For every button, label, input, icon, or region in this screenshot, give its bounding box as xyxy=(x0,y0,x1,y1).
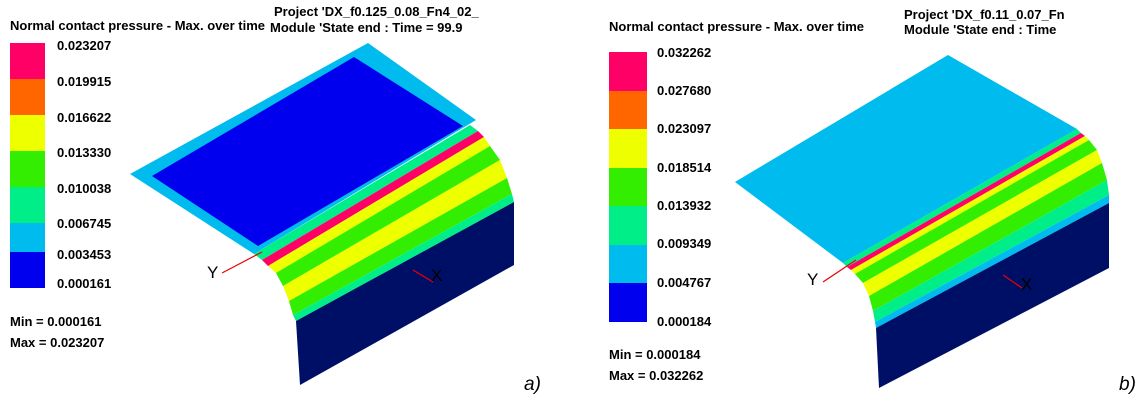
max-value: Max = 0.023207 xyxy=(10,335,105,350)
y-axis-label: Y xyxy=(807,270,819,289)
sheet-side xyxy=(876,203,1109,388)
legend-swatch xyxy=(609,91,647,129)
x-axis-line xyxy=(1002,274,1023,289)
y-axis-label: Y xyxy=(207,263,219,282)
edge-band xyxy=(268,137,490,273)
edge-band xyxy=(289,178,512,315)
legend-value: 0.018514 xyxy=(657,160,712,175)
legend-title: Normal contact pressure - Max. over time xyxy=(10,18,266,33)
figure-panel-a: Normal contact pressure - Max. over time… xyxy=(10,4,541,395)
contact-model-a xyxy=(130,43,514,385)
legend-value: 0.032262 xyxy=(657,45,712,60)
panel-caption: a) xyxy=(524,374,541,395)
edge-band xyxy=(851,136,1089,274)
legend-value: 0.023097 xyxy=(657,121,712,136)
contact-model-b xyxy=(735,55,1109,388)
legend-value: 0.013932 xyxy=(657,198,712,213)
edge-band xyxy=(869,163,1107,311)
legend-value: 0.009349 xyxy=(657,236,712,251)
sheet-top-inner xyxy=(152,57,463,246)
legend-value: 0.023207 xyxy=(57,38,112,53)
sheet-top xyxy=(735,55,1077,263)
legend-value: 0.006745 xyxy=(57,216,112,231)
project-name: Project 'DX_f0.11_0.07_Fn xyxy=(904,7,1065,22)
legend-swatch xyxy=(10,79,45,115)
x-axis-label: X xyxy=(1021,275,1033,294)
panel-caption: b) xyxy=(1119,374,1136,395)
legend-value: 0.013330 xyxy=(57,145,112,160)
module-state: Module 'State end : Time = 99.9 xyxy=(270,20,463,35)
edge-band xyxy=(875,195,1109,328)
edge-band xyxy=(847,133,1085,270)
legend-value: 0.003453 xyxy=(57,247,112,262)
module-state: Module 'State end : Time xyxy=(904,22,1057,37)
edge-band xyxy=(855,140,1097,283)
legend-swatch xyxy=(609,283,647,322)
min-value: Min = 0.000184 xyxy=(609,347,701,362)
x-axis-line xyxy=(412,269,434,283)
edge-band xyxy=(283,160,507,301)
min-value: Min = 0.000161 xyxy=(10,314,102,329)
legend-swatch xyxy=(609,206,647,245)
max-value: Max = 0.032262 xyxy=(609,368,704,383)
legend-value: 0.004767 xyxy=(657,275,712,290)
figure-panel-b: Normal contact pressure - Max. over time… xyxy=(573,0,1146,398)
legend-swatch xyxy=(10,43,45,79)
legend-value: 0.010038 xyxy=(57,181,112,196)
edge-band xyxy=(276,146,500,286)
edge-band xyxy=(262,131,484,266)
legend-title: Normal contact pressure - Max. over time xyxy=(609,19,865,34)
x-axis-label: X xyxy=(431,266,443,285)
legend-swatch xyxy=(10,115,45,151)
legend-swatch xyxy=(10,187,45,223)
edge-band xyxy=(254,125,478,260)
legend-swatch xyxy=(10,252,45,288)
project-name: Project 'DX_f0.125_0.08_Fn4_02_ xyxy=(274,4,479,19)
legend-value: 0.000184 xyxy=(657,314,712,329)
y-axis-line xyxy=(221,251,263,274)
legend-value: 0.000161 xyxy=(57,276,112,291)
legend-swatch xyxy=(10,151,45,187)
sheet-side xyxy=(296,202,514,385)
legend-swatch xyxy=(609,168,647,206)
edge-band xyxy=(873,180,1109,322)
legend-value: 0.019915 xyxy=(57,74,112,89)
edge-band xyxy=(863,150,1102,296)
legend-swatch xyxy=(609,129,647,168)
legend-value: 0.027680 xyxy=(657,83,712,98)
edge-band xyxy=(843,129,1081,267)
legend-swatch xyxy=(609,245,647,283)
y-axis-line xyxy=(822,259,857,283)
legend-value: 0.016622 xyxy=(57,110,112,125)
legend-swatch xyxy=(609,52,647,91)
edge-band xyxy=(293,194,514,321)
